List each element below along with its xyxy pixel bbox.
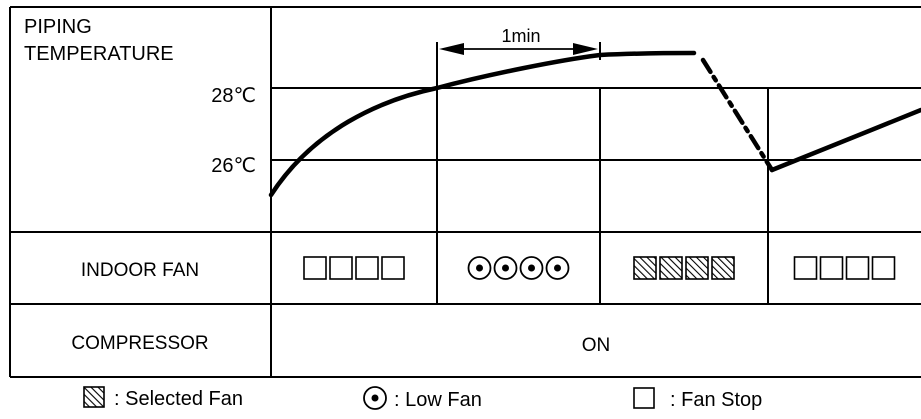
fan-symbol-low-icon: [493, 256, 518, 280]
diagram-frame: [9, 6, 921, 378]
piping-temperature-title-line-1: PIPING: [24, 16, 92, 38]
fan-symbol-selected-icon: [633, 256, 657, 280]
compressor-row-label: COMPRESSOR: [71, 333, 208, 354]
temperature-recovery-segment: [769, 107, 921, 173]
fan-symbol-stop-icon: [793, 256, 818, 280]
fan-symbol-stop-icon: [871, 256, 896, 280]
fan-symbol-selected-icon: [711, 256, 735, 280]
indoor-fan-sequence: [303, 256, 896, 280]
indoor-fan-row-label: INDOOR FAN: [81, 260, 199, 281]
fan-symbol-stop-icon: [329, 256, 353, 280]
fan-symbol-low-icon: [519, 256, 544, 280]
temperature-fall-segment: [700, 57, 775, 173]
temperature-level-28: 28℃: [211, 85, 256, 107]
compressor-state: ON: [582, 335, 611, 356]
temperature-rise-segment: [268, 50, 697, 198]
fan-stop-icon: [633, 387, 655, 409]
fan-symbol-low-icon: [545, 256, 570, 280]
one-minute-label: 1min: [501, 26, 540, 46]
selected-fan-icon: [83, 386, 105, 408]
legend-item-fan-stop: : Fan Stop: [633, 387, 762, 411]
right-arrowhead-icon: [573, 43, 598, 55]
temperature-level-26: 26℃: [211, 155, 256, 177]
left-arrowhead-icon: [439, 43, 464, 55]
legend-selected-fan-label: : Selected Fan: [114, 388, 243, 410]
fan-symbol-stop-icon: [355, 256, 379, 280]
legend: : Selected Fan : Low Fan : Fan Stop: [83, 386, 762, 411]
fan-symbol-stop-icon: [381, 256, 405, 280]
legend-low-fan-label: : Low Fan: [394, 389, 482, 411]
fan-symbol-selected-icon: [659, 256, 683, 280]
one-minute-marker: 1min: [439, 26, 598, 55]
piping-temperature-curve: [268, 50, 921, 198]
fan-symbol-stop-icon: [819, 256, 844, 280]
fan-symbol-low-icon: [467, 256, 492, 280]
fan-symbol-selected-icon: [685, 256, 709, 280]
low-fan-icon-dot: [371, 394, 379, 402]
fan-symbol-stop-icon: [845, 256, 870, 280]
legend-item-low-fan: : Low Fan: [363, 386, 482, 411]
legend-item-selected-fan: : Selected Fan: [83, 386, 243, 410]
piping-temperature-title-line-2: TEMPERATURE: [24, 43, 174, 65]
fan-symbol-stop-icon: [303, 256, 327, 280]
legend-fan-stop-label: : Fan Stop: [670, 389, 762, 411]
